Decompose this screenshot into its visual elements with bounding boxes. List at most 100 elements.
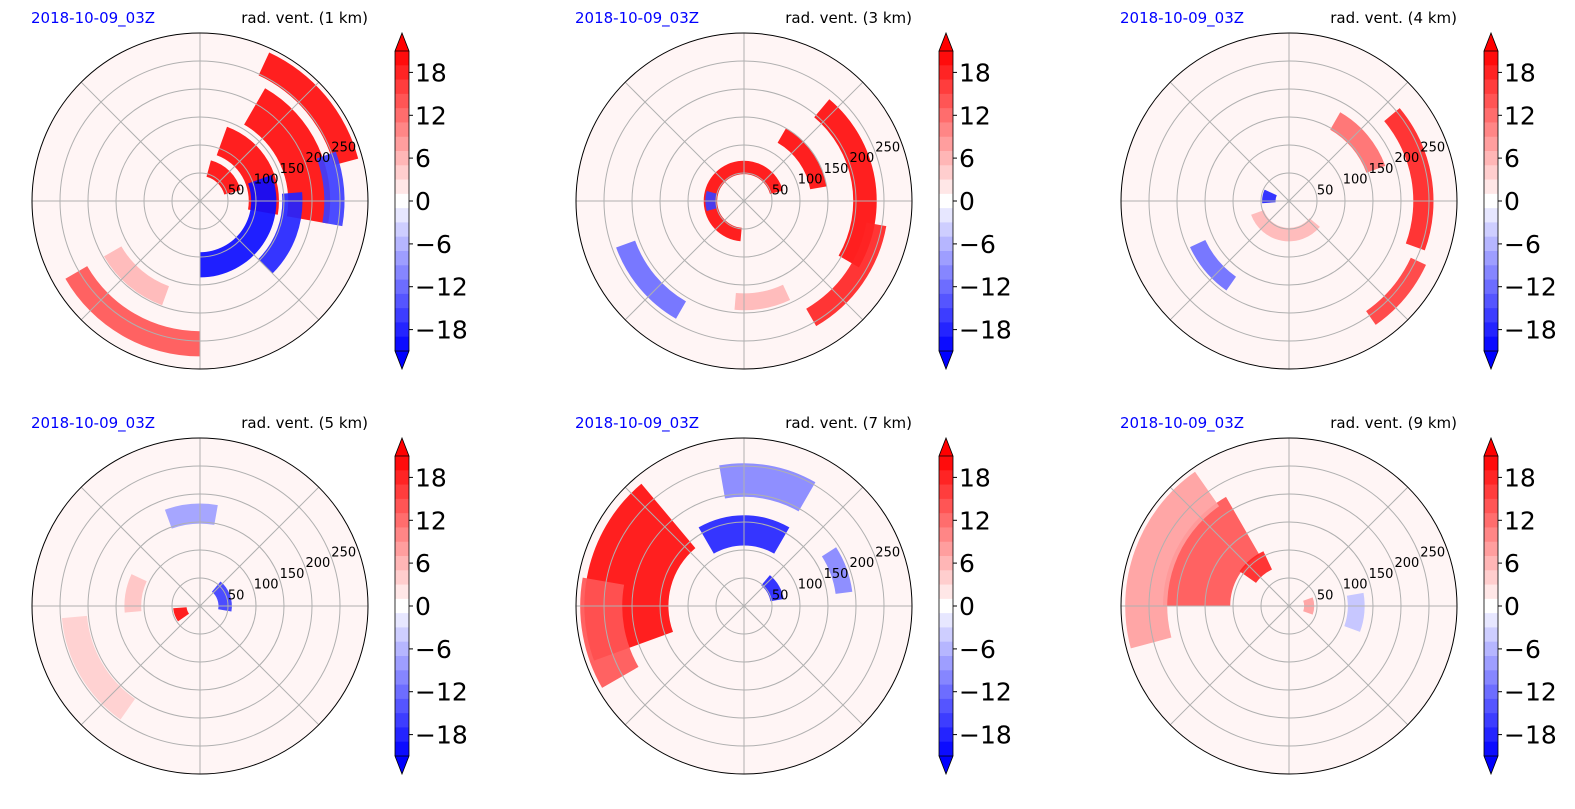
velocity-feature-negative xyxy=(821,547,853,594)
azimuth-spoke xyxy=(624,605,745,726)
radial-tick-label: 50 xyxy=(772,588,789,603)
colorbar-segment xyxy=(395,165,409,180)
velocity-feature-positive xyxy=(1239,551,1272,583)
colorbar-segment xyxy=(939,236,953,252)
colorbar-segment xyxy=(395,193,409,209)
colorbar-segment xyxy=(395,713,409,728)
colorbar-segment xyxy=(1484,65,1498,80)
polar-frame xyxy=(575,32,913,370)
colorbar-segment xyxy=(1484,322,1498,338)
radial-tick-label: 50 xyxy=(228,588,245,603)
colorbar-tick-label: 12 xyxy=(415,506,447,535)
colorbar-segment xyxy=(939,265,953,280)
colorbar-segment xyxy=(395,570,409,585)
azimuth-spoke xyxy=(199,200,320,321)
colorbar-segment xyxy=(395,279,409,295)
velocity-feature-negative xyxy=(316,151,345,227)
colorbar-segment xyxy=(1484,79,1498,95)
colorbar-segment xyxy=(939,108,953,123)
colorbar-segment xyxy=(1484,484,1498,500)
colorbar-tick-label: 6 xyxy=(415,144,431,173)
colorbar-tick-label: 6 xyxy=(415,549,431,578)
velocity-field xyxy=(61,503,232,720)
colorbar-tick-label: 0 xyxy=(415,187,431,216)
colorbar-segment xyxy=(939,470,953,485)
azimuth-spoke xyxy=(1169,605,1290,726)
colorbar-tick-label: −12 xyxy=(959,273,1012,302)
colorbar-segment xyxy=(1484,741,1498,757)
panel-title: rad. vent. (9 km) xyxy=(1330,414,1457,432)
azimuth-spoke xyxy=(743,200,864,321)
colorbar-segment xyxy=(395,222,409,238)
polar-frame xyxy=(1120,32,1458,370)
colorbar-tick-label: −18 xyxy=(959,316,1012,345)
colorbar-segment xyxy=(395,108,409,123)
colorbar-segment xyxy=(395,584,409,600)
colorbar-segment xyxy=(1484,251,1498,266)
colorbar-extend-high xyxy=(394,436,410,457)
colorbar-segment xyxy=(1484,456,1498,471)
colorbar-segment xyxy=(1484,627,1498,643)
colorbar-segment xyxy=(1484,541,1498,557)
colorbar-segment xyxy=(939,79,953,95)
colorbar-segment xyxy=(939,279,953,295)
colorbar-segment xyxy=(939,556,953,571)
radial-tick-label: 250 xyxy=(331,140,356,155)
radial-tick-label: 250 xyxy=(1420,140,1445,155)
azimuth-spoke xyxy=(743,605,864,726)
radial-tick-label: 150 xyxy=(824,567,849,582)
colorbar-segment xyxy=(1484,556,1498,571)
panel-date-label: 2018-10-09_03Z xyxy=(31,9,155,28)
velocity-feature-positive xyxy=(258,52,359,166)
velocity-feature-negative xyxy=(761,575,784,602)
polar-frame xyxy=(31,32,369,370)
panel-title: rad. vent. (7 km) xyxy=(785,414,912,432)
colorbar-extend-low xyxy=(394,350,410,371)
azimuth-spoke xyxy=(1169,486,1290,607)
colorbar-extend-low xyxy=(1483,350,1499,371)
colorbar-segment xyxy=(939,456,953,471)
radial-tick-label: 100 xyxy=(1343,578,1368,593)
velocity-feature-positive xyxy=(777,128,827,190)
panel-4: 2018-10-09_03Z rad. vent. (5 km)501001502… xyxy=(31,414,468,776)
azimuth-spoke xyxy=(199,605,320,726)
velocity-feature-negative xyxy=(1262,189,1277,204)
colorbar-segment xyxy=(1484,179,1498,195)
colorbar-segment xyxy=(395,541,409,557)
colorbar-segment xyxy=(939,336,953,352)
colorbar-segment xyxy=(939,193,953,209)
radial-tick-label: 150 xyxy=(280,567,305,582)
radial-tick-label: 200 xyxy=(850,151,875,166)
colorbar-segment xyxy=(395,456,409,471)
polar-frame xyxy=(31,437,369,775)
colorbar-segment xyxy=(1484,193,1498,209)
colorbar-tick-label: 18 xyxy=(415,58,447,87)
colorbar-segment xyxy=(939,656,953,671)
azimuth-spoke xyxy=(624,200,745,321)
colorbar-segment xyxy=(1484,698,1498,714)
colorbar-tick-label: 18 xyxy=(1504,463,1536,492)
colorbar-segment xyxy=(395,741,409,757)
colorbar-tick-label: 6 xyxy=(959,549,975,578)
velocity-field xyxy=(65,52,359,357)
colorbar-tick-label: 0 xyxy=(1504,592,1520,621)
colorbar-segment xyxy=(1484,513,1498,528)
azimuth-spoke xyxy=(80,486,201,607)
azimuth-spoke xyxy=(80,200,201,321)
colorbar-tick-label: 12 xyxy=(1504,101,1536,130)
colorbar-tick-label: 0 xyxy=(959,592,975,621)
colorbar-segment xyxy=(1484,613,1498,628)
radial-tick-label: 200 xyxy=(1395,556,1420,571)
colorbar-segment xyxy=(395,470,409,485)
colorbar-segment xyxy=(939,165,953,180)
radial-tick-label: 200 xyxy=(306,151,331,166)
colorbar-segment xyxy=(395,122,409,138)
colorbar-segment xyxy=(395,265,409,280)
panel-1: 2018-10-09_03Z rad. vent. (1 km)501001502… xyxy=(31,9,468,371)
colorbar-segment xyxy=(1484,151,1498,166)
colorbar-segment xyxy=(939,51,953,66)
colorbar-segment xyxy=(1484,670,1498,685)
polar-frame xyxy=(1120,437,1458,775)
colorbar-segment xyxy=(939,308,953,323)
azimuth-spoke xyxy=(1169,200,1290,321)
